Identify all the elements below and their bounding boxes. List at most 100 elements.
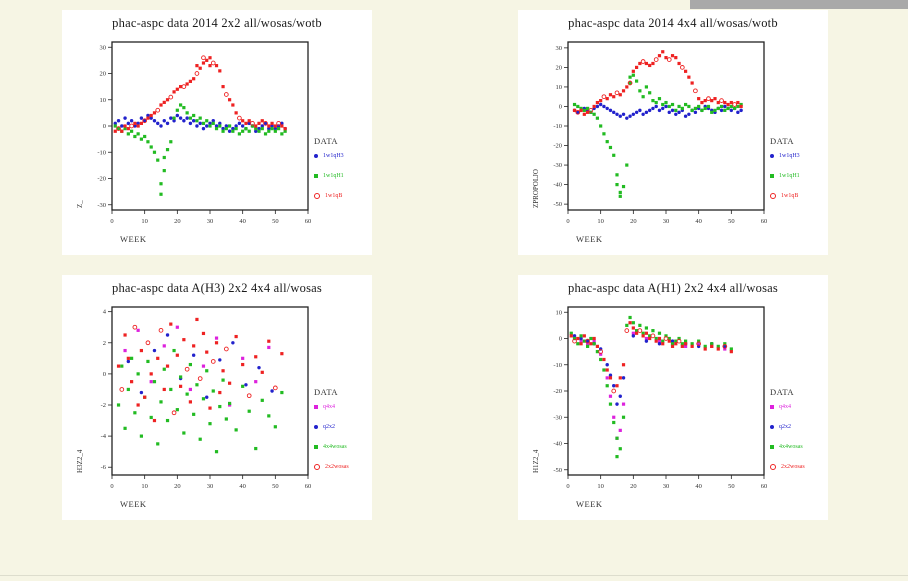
- svg-text:-10: -10: [97, 149, 106, 156]
- legend-title: DATA: [314, 387, 338, 397]
- svg-text:0: 0: [110, 218, 113, 225]
- svg-text:20: 20: [630, 218, 637, 225]
- legend-entry-label: 1w1qH1: [323, 172, 344, 179]
- svg-text:WEEK: WEEK: [120, 499, 147, 509]
- svg-text:10: 10: [597, 218, 604, 225]
- svg-text:-10: -10: [553, 123, 562, 130]
- svg-text:-20: -20: [553, 388, 562, 395]
- svg-text:-40: -40: [553, 441, 562, 448]
- svg-text:0: 0: [103, 371, 106, 378]
- svg-text:Z_: Z_: [76, 200, 84, 208]
- legend-entry: 1w1qH3: [314, 152, 372, 159]
- svg-text:40: 40: [695, 483, 702, 490]
- chart-title: phac-aspc data 2014 2x2 all/wosas/wotb: [112, 16, 322, 30]
- svg-text:60: 60: [761, 483, 768, 490]
- chart-panel-top-right: phac-aspc data 2014 4x4 all/wosas/wotb -…: [518, 10, 828, 255]
- chart-panel-top-left: phac-aspc data 2014 2x2 all/wosas/wotb -…: [62, 10, 372, 255]
- chart-title: phac-aspc data 2014 4x4 all/wosas/wotb: [568, 16, 778, 30]
- svg-text:-50: -50: [553, 201, 562, 208]
- scatter-plot: -50 -40 -30 -20 -10 0 10 0 10 20 30 40 50 60 WEEK H1Z2_…: [532, 306, 768, 509]
- svg-text:WEEK: WEEK: [120, 234, 147, 244]
- legend-entry-label: 1w1qB: [325, 192, 343, 199]
- legend-entry-label: q4x4: [323, 403, 335, 410]
- series-marker-icon: [314, 444, 318, 449]
- legend: DATA q4x4 q2x2 4x4wosas 2x2wosas: [770, 387, 828, 483]
- svg-text:30: 30: [100, 44, 107, 51]
- svg-text:60: 60: [305, 483, 312, 490]
- series-marker-icon: [314, 424, 318, 429]
- svg-text:-20: -20: [553, 143, 562, 150]
- svg-text:40: 40: [695, 218, 702, 225]
- svg-text:2: 2: [103, 340, 106, 347]
- svg-text:-4: -4: [101, 433, 107, 440]
- legend-entry: q4x4: [770, 403, 828, 410]
- svg-text:50: 50: [728, 218, 735, 225]
- horizontal-scrollbar[interactable]: [690, 0, 908, 9]
- svg-text:WEEK: WEEK: [576, 234, 603, 244]
- svg-text:60: 60: [305, 218, 312, 225]
- series-marker-icon: [314, 192, 320, 199]
- legend-entry: 1w1qB: [314, 192, 372, 199]
- legend-entry: 1w1qH1: [770, 172, 828, 179]
- svg-text:40: 40: [239, 483, 246, 490]
- svg-text:30: 30: [207, 218, 214, 225]
- chart-title: phac-aspc data A(H1) 2x2 4x4 all/wosas: [568, 281, 778, 295]
- svg-text:10: 10: [556, 309, 563, 316]
- svg-text:50: 50: [728, 483, 735, 490]
- legend-entry: 1w1qH1: [314, 172, 372, 179]
- legend-entry-label: 4x4wosas: [323, 443, 347, 450]
- legend-title: DATA: [770, 387, 794, 397]
- legend: DATA q4x4 q2x2 4x4wosas 2x2wosas: [314, 387, 372, 483]
- legend-title: DATA: [314, 136, 338, 146]
- legend-entry-label: 4x4wosas: [779, 443, 803, 450]
- legend-entry-label: 1w1qH3: [323, 152, 344, 159]
- series-marker-icon: [314, 153, 318, 158]
- series-marker-icon: [770, 444, 774, 449]
- legend-entry-label: 1w1qB: [781, 192, 799, 199]
- svg-text:-10: -10: [553, 362, 562, 369]
- series-marker-icon: [770, 424, 774, 429]
- legend-entry-label: 2x2wosas: [781, 463, 805, 470]
- svg-text:50: 50: [272, 483, 279, 490]
- svg-text:40: 40: [239, 218, 246, 225]
- legend: DATA 1w1qH3 1w1qH1 1w1qB: [314, 136, 372, 212]
- svg-text:-50: -50: [553, 467, 562, 474]
- legend: DATA 1w1qH3 1w1qH1 1w1qB: [770, 136, 828, 212]
- svg-text:0: 0: [559, 336, 562, 343]
- series-marker-icon: [770, 173, 774, 178]
- svg-text:50: 50: [272, 218, 279, 225]
- legend-entry: q4x4: [314, 403, 372, 410]
- series-marker-icon: [770, 192, 776, 199]
- legend-entry-label: q4x4: [779, 403, 791, 410]
- legend-entry: 2x2wosas: [770, 463, 828, 470]
- svg-text:30: 30: [207, 483, 214, 490]
- svg-text:20: 20: [630, 483, 637, 490]
- legend-entry: 4x4wosas: [770, 443, 828, 450]
- svg-text:10: 10: [100, 97, 107, 104]
- legend-entry-label: q2x2: [779, 423, 791, 430]
- series-marker-icon: [770, 404, 774, 409]
- svg-text:0: 0: [110, 483, 113, 490]
- legend-entry-label: 1w1qH3: [779, 152, 800, 159]
- svg-text:WEEK: WEEK: [576, 499, 603, 509]
- legend-entry: q2x2: [770, 423, 828, 430]
- svg-text:20: 20: [556, 64, 563, 71]
- svg-text:30: 30: [556, 45, 563, 52]
- scatter-plot: -30 -20 -10 0 10 20 30 0 10 20 30 40 50 60 WEEK Z_: [76, 41, 312, 244]
- scatter-plot: -50 -40 -30 -20 -10 0 10 20 30 0 10 20 30 40 50 60 WEEK Z…: [532, 41, 767, 244]
- svg-text:20: 20: [100, 71, 107, 78]
- window-edge-line: [0, 575, 908, 576]
- svg-text:10: 10: [141, 483, 148, 490]
- svg-text:-2: -2: [101, 402, 106, 409]
- svg-text:30: 30: [663, 483, 670, 490]
- chart-panel-bottom-right: phac-aspc data A(H1) 2x2 4x4 all/wosas -…: [518, 275, 828, 520]
- svg-text:0: 0: [566, 218, 569, 225]
- svg-text:20: 20: [174, 218, 181, 225]
- svg-text:H3Z2_4: H3Z2_4: [76, 449, 84, 473]
- svg-text:-6: -6: [101, 464, 107, 471]
- svg-text:10: 10: [141, 218, 148, 225]
- svg-text:-30: -30: [553, 162, 562, 169]
- series-marker-icon: [314, 463, 320, 470]
